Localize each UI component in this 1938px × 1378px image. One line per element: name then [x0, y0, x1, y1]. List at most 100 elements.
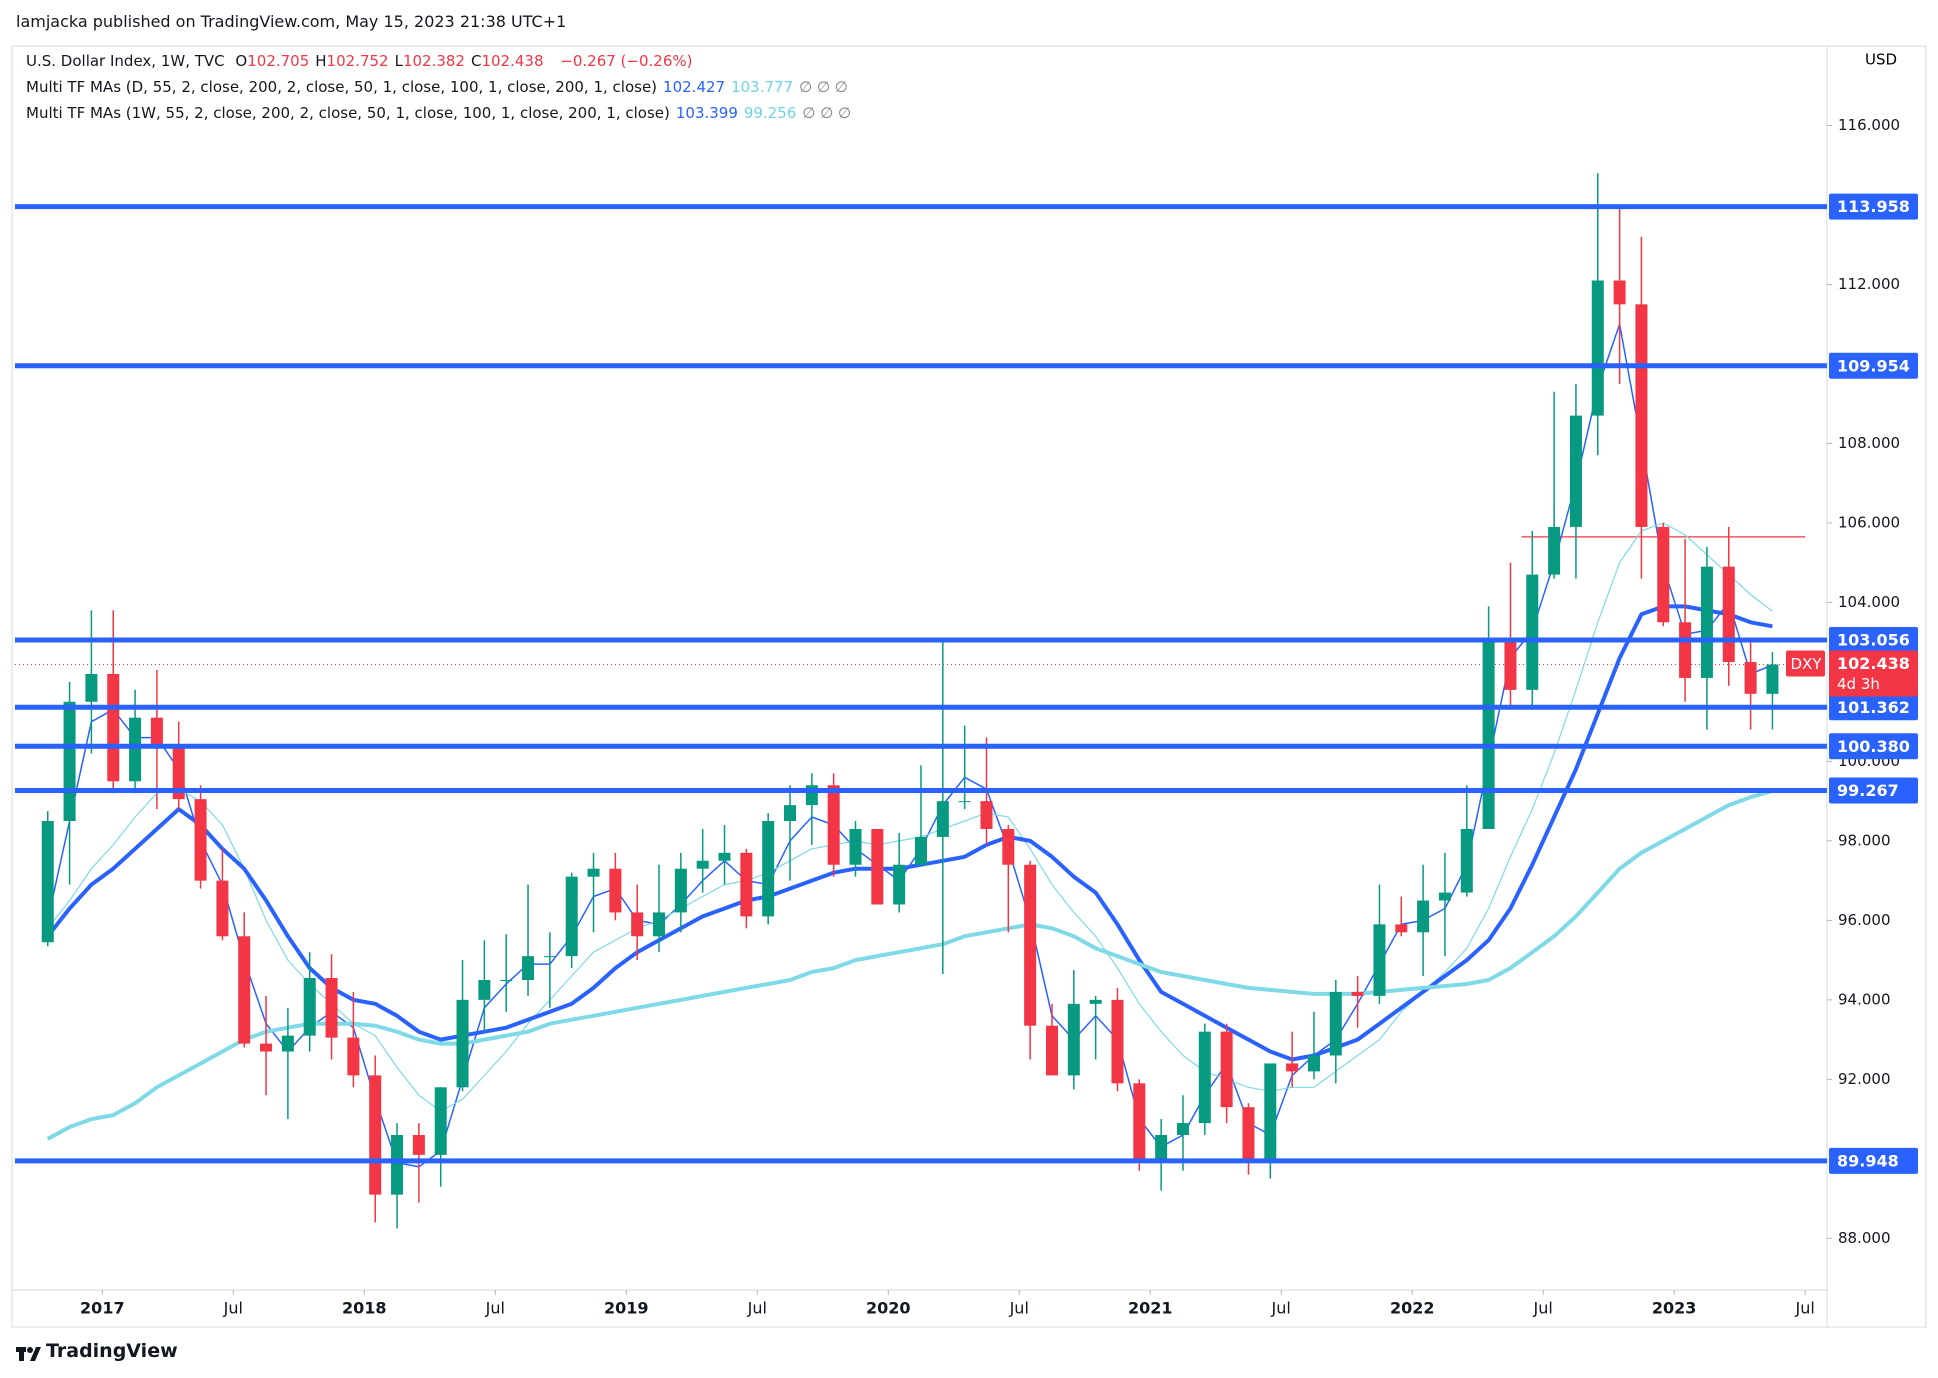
candle-body — [1286, 1063, 1299, 1072]
x-tick-label: Jul — [1533, 1299, 1553, 1318]
y-tick-label: 112.000 — [1838, 275, 1900, 293]
ohlc-label: C — [470, 52, 482, 70]
candle-body — [1111, 999, 1124, 1084]
level-label-box — [1829, 777, 1918, 804]
candle-body — [674, 868, 687, 913]
y-tick-label: 92.000 — [1838, 1070, 1891, 1088]
symbol-tag: DXY — [1791, 655, 1823, 673]
candle-body — [325, 978, 338, 1038]
symbol-name: U.S. Dollar Index, 1W, TVC — [26, 52, 225, 70]
x-tick-label: Jul — [485, 1299, 505, 1318]
ohlc-label: L — [394, 52, 403, 70]
candle-body — [107, 673, 120, 782]
last-price-box — [1829, 650, 1918, 697]
candle-body — [893, 864, 906, 905]
candle-body — [391, 1134, 404, 1195]
level-label: 101.362 — [1837, 698, 1910, 717]
indicator-value: 99.256 — [743, 104, 797, 122]
symbol-tag-box — [1786, 650, 1825, 677]
ohlc-label: H — [315, 52, 327, 70]
candle-body — [1657, 526, 1670, 623]
candle-body — [1417, 900, 1430, 933]
candle-body — [827, 785, 840, 865]
candle-body — [194, 799, 207, 881]
indicator-value: 103.777 — [731, 78, 794, 96]
candle-body — [1220, 1031, 1233, 1108]
candle-body — [1504, 642, 1517, 690]
x-tick-label: 2021 — [1128, 1299, 1173, 1318]
candle-body — [1373, 924, 1386, 996]
candle-body — [1067, 1003, 1080, 1076]
candle-body — [369, 1075, 382, 1195]
level-label: 103.056 — [1837, 630, 1910, 649]
level-label-box — [1829, 193, 1918, 220]
indicator-name: Multi TF MAs (D, 55, 2, close, 200, 2, c… — [26, 78, 658, 96]
level-label-box — [1829, 694, 1918, 721]
candle-body — [1089, 999, 1102, 1004]
candle-body — [565, 876, 578, 957]
indicator-name: Multi TF MAs (1W, 55, 2, close, 200, 2, … — [26, 104, 670, 122]
candle-body — [936, 801, 949, 837]
candle-body — [543, 956, 556, 958]
x-tick-label: 2018 — [342, 1299, 387, 1318]
y-tick-label: 106.000 — [1838, 513, 1900, 531]
candle-body — [456, 999, 469, 1088]
candle-body — [1395, 924, 1408, 933]
x-tick-label: Jul — [1009, 1299, 1029, 1318]
brand: TradingView — [46, 1340, 178, 1362]
indicator-value: 103.399 — [675, 104, 738, 122]
candle-body — [1329, 991, 1342, 1056]
publish-info: lamjacka published on TradingView.com, M… — [16, 12, 567, 31]
candle-body — [1351, 991, 1364, 996]
candle-body — [347, 1037, 360, 1076]
level-label-box — [1829, 1147, 1918, 1174]
indicator-legend: Multi TF MAs (1W, 55, 2, close, 200, 2, … — [26, 104, 857, 122]
y-tick-label: 88.000 — [1838, 1229, 1891, 1247]
candle-body — [1482, 642, 1495, 829]
ohlc: O102.705 H102.752 L102.382 C102.438 — [235, 52, 549, 70]
x-tick-label: Jul — [223, 1299, 243, 1318]
candle-body — [1744, 662, 1757, 694]
y-tick-label: 96.000 — [1838, 911, 1891, 929]
level-label-box — [1829, 352, 1918, 379]
candle-body — [762, 821, 775, 917]
candle-body — [1613, 280, 1626, 305]
indicator-legend: Multi TF MAs (D, 55, 2, close, 200, 2, c… — [26, 78, 854, 96]
candle-body — [434, 1087, 447, 1155]
x-tick-label: Jul — [1271, 1299, 1291, 1318]
x-tick-label: 2017 — [80, 1299, 125, 1318]
candle-body — [609, 868, 622, 913]
level-label: 109.954 — [1837, 356, 1910, 375]
indicator-value: 102.427 — [663, 78, 726, 96]
ohlc-value: 102.382 — [402, 52, 465, 70]
candle-body — [238, 936, 251, 1044]
ohlc-value: 102.438 — [481, 52, 544, 70]
candle-body — [1264, 1063, 1277, 1159]
level-label: 113.958 — [1837, 197, 1910, 216]
candle-body — [1722, 566, 1735, 663]
candle-body — [281, 1035, 294, 1052]
y-tick-label: 104.000 — [1838, 593, 1900, 611]
candle-body — [1460, 828, 1473, 893]
level-label: 89.948 — [1837, 1151, 1899, 1170]
candle-body — [522, 956, 535, 980]
candle-body — [587, 868, 600, 877]
candle-body — [980, 801, 993, 829]
candle-body — [1198, 1031, 1211, 1124]
candle-body — [1133, 1083, 1146, 1163]
x-tick-label: 2023 — [1652, 1299, 1697, 1318]
candle-body — [718, 852, 731, 861]
candle-body — [1045, 1025, 1058, 1076]
candle-body — [63, 701, 76, 822]
candle-body — [696, 860, 709, 869]
level-label-box — [1829, 626, 1918, 653]
candle-body — [172, 747, 185, 800]
candle-body — [1679, 622, 1692, 678]
candle-body — [129, 717, 142, 782]
candle-body — [85, 673, 98, 702]
candle-body — [303, 978, 316, 1036]
candle-body — [1024, 864, 1037, 1026]
countdown: 4d 3h — [1837, 675, 1880, 693]
candle-body — [1002, 828, 1015, 865]
